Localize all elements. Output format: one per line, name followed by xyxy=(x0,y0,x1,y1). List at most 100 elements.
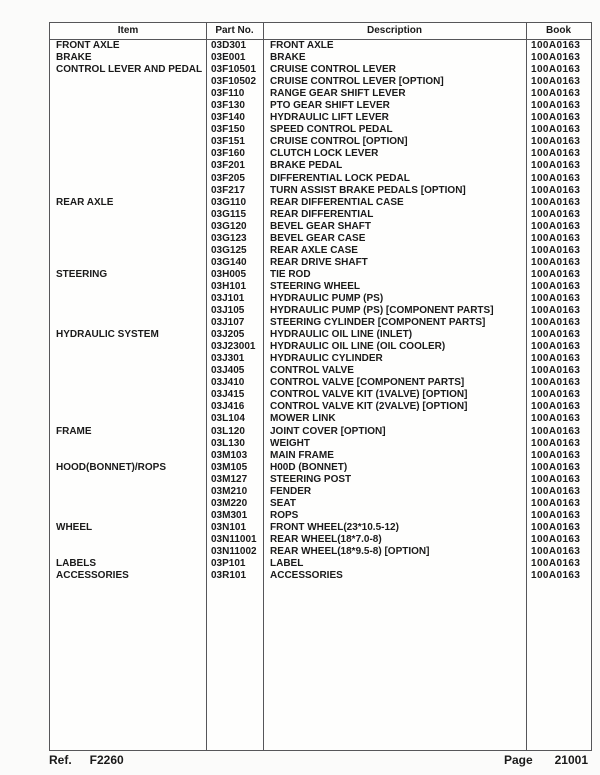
table-row: 03M103 MAIN FRAME 100A0163 xyxy=(50,450,591,462)
item-cell xyxy=(50,474,206,486)
table-row: 03F110 RANGE GEAR SHIFT LEVER 100A0163 xyxy=(50,88,591,100)
part-no-cell: 03M105 xyxy=(211,461,248,473)
item-cell: REAR AXLE xyxy=(56,196,114,208)
description-cell: REAR WHEEL(18*9.5-8) [OPTION] xyxy=(270,545,430,557)
column-divider-item-part xyxy=(206,23,207,750)
part-no-cell: 03H101 xyxy=(211,280,247,292)
part-no-cell: 03M103 xyxy=(211,449,248,461)
book-cell: 100A0163 xyxy=(531,425,581,437)
item-cell: HYDRAULIC SYSTEM xyxy=(56,329,159,341)
part-no-cell: 03F10501 xyxy=(211,64,257,76)
book-cell: 100A0163 xyxy=(531,232,581,244)
table-row: 03M301 ROPS 100A0163 xyxy=(50,510,591,522)
table-row: 03F150 SPEED CONTROL PEDAL 100A0163 xyxy=(50,124,591,136)
book-cell: 100A0163 xyxy=(531,184,581,196)
description-cell: HYDRAULIC LIFT LEVER xyxy=(270,112,389,124)
part-no-cell: 03J105 xyxy=(211,305,245,317)
item-cell xyxy=(50,450,206,462)
table-row: REAR AXLE 03G110 REAR DIFFERENTIAL CASE … xyxy=(50,197,591,209)
description-cell: CONTROL VALVE KIT (2VALVE) [OPTION] xyxy=(270,401,468,413)
description-cell: STEERING CYLINDER [COMPONENT PARTS] xyxy=(270,317,486,329)
item-cell xyxy=(50,305,206,317)
description-cell: SEAT xyxy=(270,497,296,509)
part-no-cell: 03G110 xyxy=(211,196,247,208)
table-row: 03M220 SEAT 100A0163 xyxy=(50,498,591,510)
item-cell xyxy=(50,389,206,401)
item-cell xyxy=(50,221,206,233)
table-row: ACCESSORIES 03R101 ACCESSORIES 100A0163 xyxy=(50,570,591,582)
item-cell: HOOD(BONNET)/ROPS xyxy=(56,461,166,473)
description-cell: LABEL xyxy=(270,558,304,570)
book-cell: 100A0163 xyxy=(531,280,581,292)
item-cell xyxy=(50,257,206,269)
item-cell xyxy=(50,76,206,88)
book-cell: 100A0163 xyxy=(531,148,581,160)
part-no-cell: 03G140 xyxy=(211,256,247,268)
part-no-cell: 03L104 xyxy=(211,413,245,425)
item-cell xyxy=(50,317,206,329)
description-cell: REAR AXLE CASE xyxy=(270,244,358,256)
part-no-cell: 03F217 xyxy=(211,184,245,196)
part-no-cell: 03J107 xyxy=(211,317,245,329)
description-cell: ACCESSORIES xyxy=(270,570,343,582)
book-cell: 100A0163 xyxy=(531,208,581,220)
description-cell: TURN ASSIST BRAKE PEDALS [OPTION] xyxy=(270,184,466,196)
description-cell: WEIGHT xyxy=(270,437,310,449)
item-cell xyxy=(50,233,206,245)
page-number: 21001 xyxy=(554,753,588,767)
book-cell: 100A0163 xyxy=(531,449,581,461)
part-no-cell: 03H005 xyxy=(211,268,247,280)
table-row: 03G140 REAR DRIVE SHAFT 100A0163 xyxy=(50,257,591,269)
book-cell: 100A0163 xyxy=(531,64,581,76)
item-cell: FRAME xyxy=(56,425,92,437)
part-no-cell: 03N11001 xyxy=(211,533,257,545)
part-no-cell: 03D301 xyxy=(211,40,247,51)
part-no-cell: 03G123 xyxy=(211,232,247,244)
part-no-cell: 03E001 xyxy=(211,52,246,64)
part-no-cell: 03J416 xyxy=(211,401,245,413)
table-row: 03J101 HYDRAULIC PUMP (PS) 100A0163 xyxy=(50,293,591,305)
table-row: 03J105 HYDRAULIC PUMP (PS) [COMPONENT PA… xyxy=(50,305,591,317)
parts-table: Item Part No. Description Book FRONT AXL… xyxy=(49,22,592,751)
book-cell: 100A0163 xyxy=(531,521,581,533)
item-cell: FRONT AXLE xyxy=(56,40,120,51)
part-no-cell: 03M220 xyxy=(211,497,248,509)
table-row: 03F160 CLUTCH LOCK LEVER 100A0163 xyxy=(50,148,591,160)
book-cell: 100A0163 xyxy=(531,268,581,280)
table-row: CONTROL LEVER AND PEDAL 03F10501 CRUISE … xyxy=(50,64,591,76)
part-no-cell: 03R101 xyxy=(211,570,247,582)
column-divider-description-book xyxy=(526,23,527,750)
book-cell: 100A0163 xyxy=(531,437,581,449)
description-cell: HYDRAULIC OIL LINE (OIL COOLER) xyxy=(270,341,446,353)
ref-label: Ref. xyxy=(49,753,72,767)
ref-value: F2260 xyxy=(89,753,124,767)
part-no-cell: 03G125 xyxy=(211,244,247,256)
item-cell xyxy=(50,438,206,450)
book-cell: 100A0163 xyxy=(531,485,581,497)
item-cell xyxy=(50,498,206,510)
part-no-cell: 03F10502 xyxy=(211,76,257,88)
book-cell: 100A0163 xyxy=(531,533,581,545)
part-no-cell: 03F110 xyxy=(211,88,245,100)
book-cell: 100A0163 xyxy=(531,353,581,365)
description-cell: MOWER LINK xyxy=(270,413,336,425)
description-cell: CONTROL VALVE xyxy=(270,365,354,377)
item-cell xyxy=(50,173,206,185)
description-cell: HYDRAULIC PUMP (PS) [COMPONENT PARTS] xyxy=(270,305,494,317)
book-cell: 100A0163 xyxy=(531,136,581,148)
description-cell: REAR DIFFERENTIAL xyxy=(270,208,374,220)
table-row: HOOD(BONNET)/ROPS 03M105 H00D (BONNET) 1… xyxy=(50,462,591,474)
item-cell xyxy=(50,341,206,353)
book-cell: 100A0163 xyxy=(531,365,581,377)
description-cell: STEERING POST xyxy=(270,473,352,485)
description-cell: HYDRAULIC PUMP (PS) xyxy=(270,292,384,304)
book-cell: 100A0163 xyxy=(531,509,581,521)
item-cell xyxy=(50,534,206,546)
part-no-cell: 03L130 xyxy=(211,437,245,449)
table-row: 03N11002 REAR WHEEL(18*9.5-8) [OPTION] 1… xyxy=(50,546,591,558)
part-no-cell: 03J405 xyxy=(211,365,245,377)
page-group: Page 21001 xyxy=(504,753,588,767)
book-cell: 100A0163 xyxy=(531,341,581,353)
description-cell: REAR WHEEL(18*7.0-8) xyxy=(270,533,382,545)
item-cell xyxy=(50,185,206,197)
